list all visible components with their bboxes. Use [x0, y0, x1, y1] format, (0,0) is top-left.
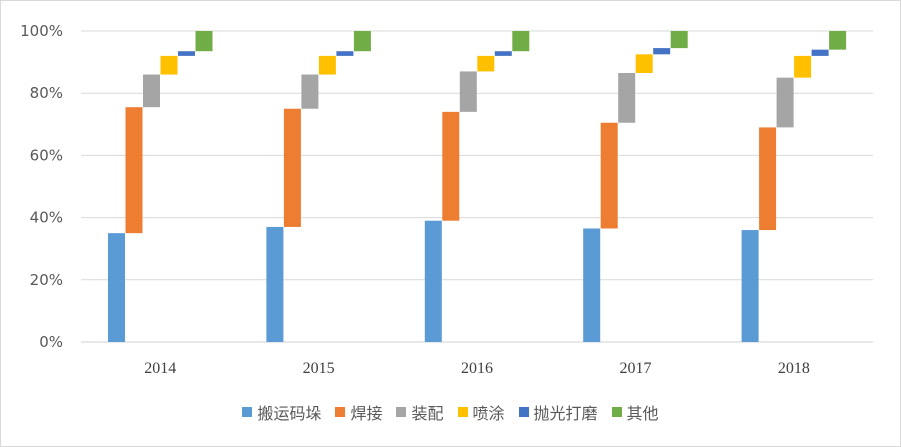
- bar-segment: [108, 233, 125, 342]
- bar-segment: [635, 54, 653, 73]
- bar-segment: [459, 71, 477, 112]
- y-tick-label: 60%: [30, 146, 63, 164]
- legend: 搬运码垛 焊接 装配 喷涂 抛光打磨 其他: [1, 398, 900, 426]
- bar-segment: [353, 31, 371, 52]
- bar-segment: [600, 122, 618, 229]
- bar-segment: [494, 51, 512, 56]
- bar-segment: [776, 77, 794, 128]
- bar-segment: [741, 230, 759, 342]
- legend-swatch: [518, 407, 529, 417]
- bar-segment: [670, 31, 688, 49]
- legend-swatch: [611, 407, 622, 417]
- bar-segment: [759, 127, 777, 231]
- x-axis-ticks: 2014 2015 2016 2017 2018: [144, 360, 810, 377]
- y-tick-label: 40%: [30, 209, 63, 227]
- x-tick-label: 2017: [619, 360, 651, 377]
- bar-segment: [318, 55, 336, 75]
- bar-segment: [301, 74, 319, 109]
- legend-label: 抛光打磨: [533, 404, 598, 423]
- x-tick-label: 2014: [144, 360, 176, 377]
- bar-segment: [125, 107, 143, 234]
- x-tick-label: 2016: [461, 360, 493, 377]
- legend-item: 抛光打磨: [518, 400, 598, 424]
- legend-label: 搬运码垛: [257, 404, 322, 423]
- y-tick-label: 20%: [30, 271, 63, 289]
- bar-segment: [653, 48, 671, 55]
- y-tick-label: 100%: [20, 22, 63, 40]
- bar-segment: [160, 55, 178, 75]
- bar-segment: [618, 72, 636, 123]
- legend-swatch: [242, 407, 253, 417]
- legend-item: 喷涂: [457, 400, 505, 424]
- y-tick-label: 80%: [30, 84, 63, 102]
- bar-segment: [794, 55, 812, 78]
- legend-label: 焊接: [350, 404, 383, 423]
- y-axis-ticks: 0% 20% 40% 60% 80% 100%: [20, 22, 63, 351]
- bar-segment: [336, 51, 354, 56]
- legend-label: 其他: [626, 404, 659, 423]
- bar-segment: [195, 31, 213, 52]
- gridlines: [81, 30, 873, 343]
- x-tick-label: 2015: [303, 360, 335, 377]
- legend-item: 搬运码垛: [242, 400, 321, 424]
- bar-segment: [829, 31, 847, 50]
- legend-swatch: [457, 407, 468, 417]
- legend-swatch: [335, 407, 346, 417]
- legend-item: 焊接: [335, 400, 382, 424]
- legend-label: 装配: [411, 404, 444, 423]
- bar-segment: [143, 74, 160, 108]
- bar-segment: [811, 49, 829, 56]
- legend-swatch: [396, 407, 407, 417]
- y-tick-label: 0%: [39, 333, 63, 351]
- bar-segment: [442, 111, 460, 221]
- bar-segment: [512, 31, 530, 52]
- bar-segment: [583, 228, 601, 342]
- legend-item: 装配: [396, 400, 444, 424]
- legend-label: 喷涂: [472, 404, 505, 423]
- bar-segment: [424, 220, 442, 342]
- bar-segment: [477, 55, 495, 72]
- bar-segment: [178, 51, 195, 56]
- x-tick-label: 2018: [778, 360, 810, 377]
- bar-segment: [283, 108, 301, 227]
- bar-segment: [266, 226, 284, 342]
- bars: [108, 31, 847, 342]
- legend-item: 其他: [611, 400, 659, 424]
